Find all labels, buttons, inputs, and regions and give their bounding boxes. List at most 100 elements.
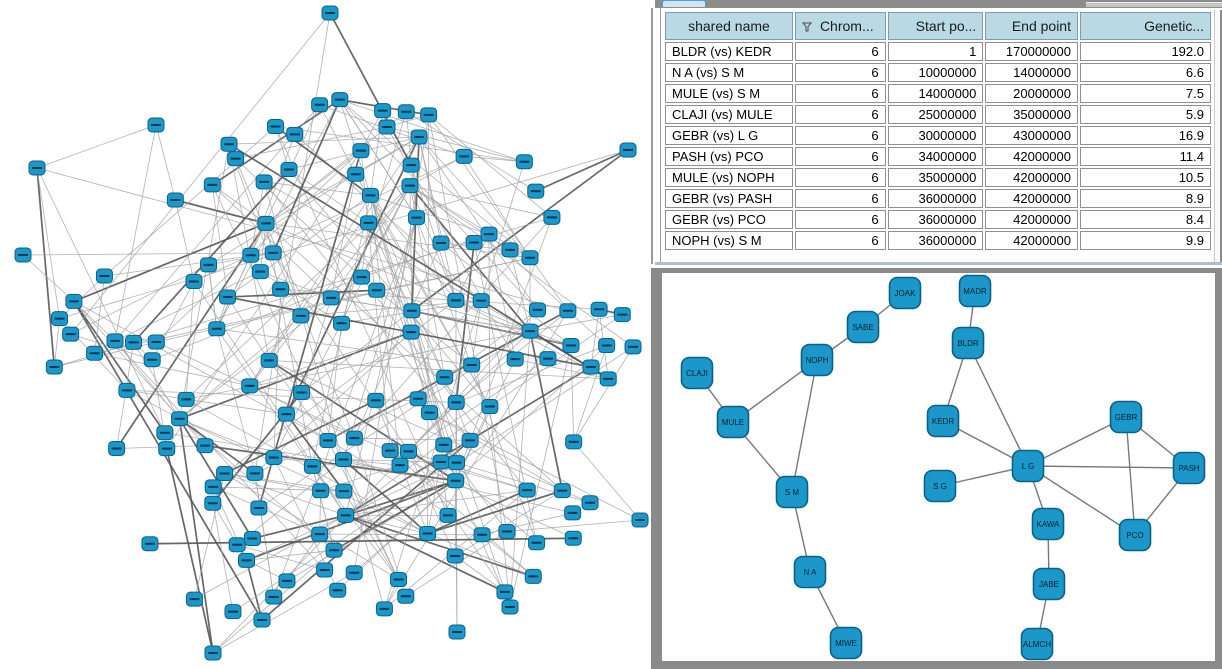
network-node[interactable]	[216, 466, 234, 482]
node-SG[interactable]: S G	[923, 469, 957, 503]
network-node[interactable]	[321, 5, 339, 21]
network-node[interactable]	[347, 166, 365, 182]
table-row[interactable]: NOPH (vs) S M 6 36000000 42000000 9.9	[665, 231, 1211, 250]
network-node[interactable]	[267, 119, 285, 135]
network-node[interactable]	[447, 394, 465, 410]
network-node[interactable]	[316, 562, 334, 578]
edge-GEBR-PCO[interactable]	[1125, 416, 1136, 536]
table-row[interactable]: N A (vs) S M 6 10000000 14000000 6.6	[665, 63, 1211, 82]
network-node[interactable]	[166, 192, 184, 208]
network-node[interactable]	[400, 443, 418, 459]
network-node[interactable]	[599, 371, 617, 387]
network-node[interactable]	[292, 308, 310, 324]
network-node[interactable]	[455, 148, 473, 164]
network-node[interactable]	[432, 454, 450, 470]
column-header-chromosome[interactable]: Chrom...	[794, 12, 886, 40]
horizontal-scrollbar[interactable]	[1086, 2, 1222, 7]
network-node[interactable]	[280, 162, 298, 178]
network-node[interactable]	[374, 103, 392, 119]
node-CLAJI[interactable]: CLAJI	[680, 356, 714, 390]
network-node[interactable]	[389, 572, 407, 588]
network-node[interactable]	[367, 392, 385, 408]
column-header-start-position[interactable]: Start po...	[887, 12, 984, 40]
network-node[interactable]	[286, 126, 304, 142]
node-SABE[interactable]: SABE	[846, 310, 880, 344]
network-node[interactable]	[147, 334, 165, 350]
network-node[interactable]	[14, 247, 32, 263]
network-node[interactable]	[345, 430, 363, 446]
network-node[interactable]	[255, 174, 273, 190]
network-node[interactable]	[397, 104, 415, 120]
network-node[interactable]	[432, 235, 450, 251]
network-node[interactable]	[337, 507, 355, 523]
filter-icon[interactable]	[801, 19, 813, 35]
network-node[interactable]	[465, 235, 483, 251]
network-node[interactable]	[543, 209, 561, 225]
network-node[interactable]	[401, 178, 419, 194]
network-node[interactable]	[224, 604, 242, 620]
node-KEDR[interactable]: KEDR	[926, 404, 960, 438]
network-node[interactable]	[260, 352, 278, 368]
node-MADR[interactable]: MADR	[958, 274, 992, 308]
network-node[interactable]	[329, 582, 347, 598]
network-node[interactable]	[265, 449, 283, 465]
network-node[interactable]	[368, 282, 386, 298]
network-node[interactable]	[246, 465, 264, 481]
network-node[interactable]	[397, 588, 415, 604]
network-node[interactable]	[447, 292, 465, 308]
network-node[interactable]	[472, 293, 490, 309]
network-node[interactable]	[204, 495, 222, 511]
network-node[interactable]	[436, 369, 454, 385]
network-node[interactable]	[435, 437, 453, 453]
network-node[interactable]	[62, 326, 80, 342]
table-row[interactable]: GEBR (vs) PCO 6 36000000 42000000 8.4	[665, 210, 1211, 229]
table-row[interactable]: MULE (vs) NOPH 6 35000000 42000000 10.5	[665, 168, 1211, 187]
network-node[interactable]	[322, 290, 340, 306]
network-node[interactable]	[265, 589, 283, 605]
network-node[interactable]	[524, 568, 542, 584]
edge-NOPH-SM[interactable]	[791, 359, 818, 493]
network-node[interactable]	[203, 177, 221, 193]
network-node[interactable]	[243, 531, 261, 547]
node-MULE[interactable]: MULE	[716, 405, 750, 439]
column-header-shared-name[interactable]: shared name	[665, 12, 793, 40]
network-node[interactable]	[564, 530, 582, 546]
node-BLDR[interactable]: BLDR	[951, 326, 985, 360]
network-node[interactable]	[251, 264, 269, 280]
node-SM[interactable]: S M	[775, 475, 809, 509]
network-node[interactable]	[241, 378, 259, 394]
network-node[interactable]	[118, 382, 136, 398]
network-node[interactable]	[421, 405, 439, 421]
network-node[interactable]	[238, 552, 256, 568]
network-node[interactable]	[473, 527, 491, 543]
network-node[interactable]	[219, 289, 237, 305]
network-node[interactable]	[125, 334, 143, 350]
network-node[interactable]	[408, 210, 426, 226]
network-node[interactable]	[250, 500, 268, 516]
network-node[interactable]	[360, 215, 378, 231]
edge-GEBR-LG[interactable]	[1027, 416, 1127, 467]
network-node[interactable]	[147, 117, 165, 133]
network-node[interactable]	[581, 495, 599, 511]
network-node[interactable]	[277, 406, 295, 422]
network-node[interactable]	[228, 537, 246, 553]
network-node[interactable]	[361, 187, 379, 203]
node-NOPH[interactable]: NOPH	[800, 343, 834, 377]
network-node[interactable]	[353, 269, 371, 285]
network-node[interactable]	[334, 452, 352, 468]
network-node[interactable]	[463, 357, 481, 373]
network-node[interactable]	[446, 548, 464, 564]
network-node[interactable]	[303, 458, 321, 474]
network-node[interactable]	[619, 142, 637, 158]
network-node[interactable]	[613, 307, 631, 323]
network-node[interactable]	[480, 226, 498, 242]
network-node[interactable]	[141, 536, 159, 552]
column-header-end-point[interactable]: End point	[985, 12, 1078, 40]
network-node[interactable]	[51, 311, 69, 327]
node-GEBR[interactable]: GEBR	[1109, 400, 1143, 434]
network-node[interactable]	[501, 599, 519, 615]
network-node[interactable]	[439, 507, 457, 523]
table-row[interactable]: PASH (vs) PCO 6 34000000 42000000 11.4	[665, 147, 1211, 166]
network-node[interactable]	[598, 338, 616, 354]
network-node[interactable]	[448, 624, 466, 640]
